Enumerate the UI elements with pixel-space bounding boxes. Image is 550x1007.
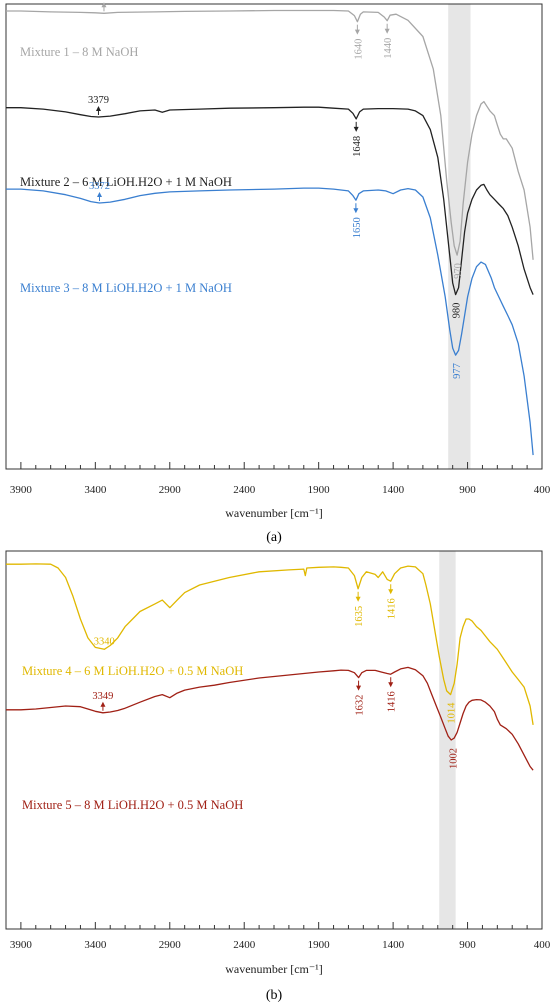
x-tick-label: 900 — [459, 939, 476, 951]
peak-label: 1640 — [353, 39, 364, 60]
series-line-2 — [6, 106, 534, 296]
plot-frame — [5, 550, 543, 930]
peak-label: 1632 — [355, 695, 366, 716]
annotation-arrowhead — [355, 596, 361, 602]
annotation-arrowhead — [353, 126, 359, 132]
annotation-arrowhead — [354, 29, 360, 35]
x-axis-title: wavenumber [cm⁻¹] — [225, 962, 323, 976]
x-tick-label: 3400 — [84, 939, 107, 951]
series-line-1 — [6, 9, 534, 260]
x-tick-label: 3900 — [10, 484, 33, 496]
series-label: Mixture 3 – 8 M LiOH.H2O + 1 M NaOH — [20, 281, 232, 295]
x-tick-label: 3900 — [10, 939, 33, 951]
peak-label: 1440 — [383, 38, 394, 59]
x-tick-label: 2400 — [233, 939, 256, 951]
annotation-arrowhead — [388, 682, 394, 688]
series-line-2 — [6, 666, 534, 771]
series-label: Mixture 4 – 6 M LiOH.H2O + 0.5 M NaOH — [22, 664, 243, 678]
peak-label: 980 — [452, 303, 463, 319]
peak-label: 3372 — [89, 181, 110, 192]
x-tick-label: 900 — [459, 484, 476, 496]
x-axis-title: wavenumber [cm⁻¹] — [225, 506, 323, 520]
peak-label: 1416 — [387, 691, 398, 712]
x-tick-label: 2900 — [159, 484, 182, 496]
peak-label: 1648 — [352, 136, 363, 157]
highlight-band — [448, 4, 471, 469]
series-line-3 — [6, 187, 534, 456]
annotation-arrowhead — [356, 685, 362, 691]
x-tick-label: 1400 — [382, 484, 405, 496]
x-tick-label: 400 — [534, 939, 550, 951]
peak-label: 970 — [453, 263, 464, 279]
series-label: Mixture 1 – 8 M NaOH — [20, 45, 138, 59]
panel-label: (a) — [266, 530, 282, 545]
peak-label: 1002 — [448, 748, 459, 769]
peak-label: 3379 — [88, 95, 109, 106]
peak-label: 1650 — [352, 217, 363, 238]
peak-label: 3342 — [93, 0, 114, 2]
x-tick-label: 2400 — [233, 484, 256, 496]
annotation-arrowhead — [353, 208, 359, 214]
annotation-arrowhead — [101, 2, 107, 8]
peak-label: 3340 — [94, 636, 115, 647]
panel-label: (b) — [266, 988, 283, 1003]
x-tick-label: 1900 — [308, 939, 331, 951]
highlight-band — [439, 551, 456, 929]
peak-label: 1014 — [447, 702, 458, 724]
peak-label: 1635 — [354, 606, 365, 627]
x-tick-label: 3400 — [84, 484, 107, 496]
series-label: Mixture 2 – 6 M LiOH.H2O + 1 M NaOH — [20, 175, 232, 189]
x-tick-label: 2900 — [159, 939, 182, 951]
panel-b: 3900 3400 2900 2400 1900 1400 900 400 wavenumber… — [5, 550, 550, 1003]
x-tick-label: 1900 — [308, 484, 331, 496]
series-line-1 — [6, 563, 534, 726]
annotation-arrowhead — [384, 28, 390, 34]
annotation-arrowhead — [100, 701, 106, 707]
annotation-arrowhead — [97, 192, 103, 198]
peak-label: 3349 — [92, 691, 113, 702]
x-tick-label: 400 — [534, 484, 550, 496]
peak-label: 977 — [452, 363, 463, 379]
series-label: Mixture 5 – 8 M LiOH.H2O + 0.5 M NaOH — [22, 798, 243, 812]
annotation-arrowhead — [95, 105, 101, 111]
panel-a: 3900 3400 2900 2400 1900 1400 900 400 wavenumber… — [5, 0, 550, 545]
x-tick-label: 1400 — [382, 939, 405, 951]
peak-label: 1416 — [387, 598, 398, 619]
annotation-arrowhead — [388, 589, 394, 595]
